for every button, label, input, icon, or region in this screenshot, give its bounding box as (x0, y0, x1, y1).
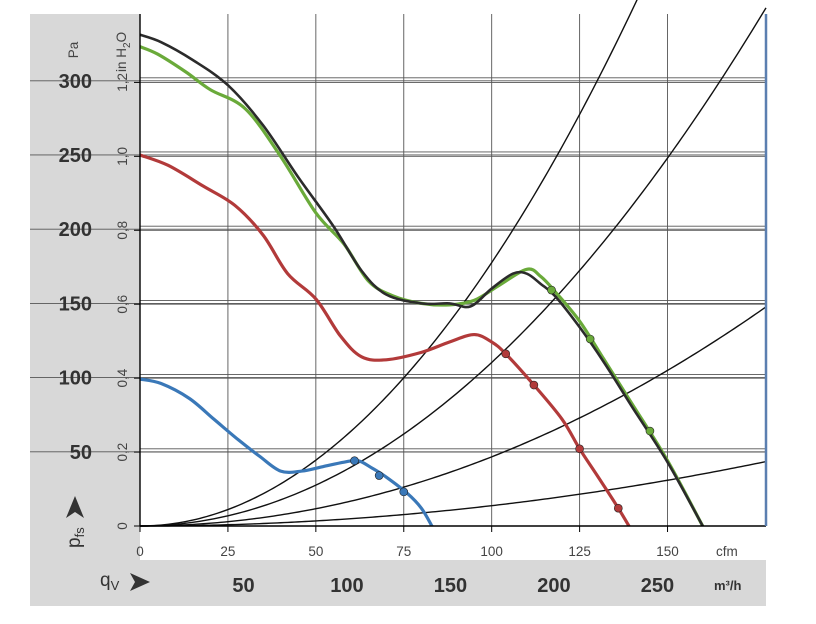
x-axis-symbol-main: q (100, 570, 111, 591)
operating-point-3-1 (501, 349, 511, 359)
y-axis-symbol-sub: fs (72, 527, 87, 538)
m3h-tick-label-4: 250 (641, 575, 674, 597)
pa-tick-label-4: 250 (59, 145, 92, 167)
operating-point-2-3 (645, 426, 655, 436)
pa-tick-label-1: 100 (59, 368, 92, 390)
cfm-tick-label-3: 75 (396, 544, 411, 559)
inh2o-tick-label-6: 1,2 (115, 73, 130, 92)
inh2o-tick-label-4: 0,8 (115, 221, 130, 240)
m3h-tick-label-1: 100 (330, 575, 363, 597)
cfm-tick-label-6: 150 (656, 544, 679, 559)
system-curves (139, 0, 767, 527)
cfm-tick-label-4: 100 (480, 544, 503, 559)
pa-tick-label-3: 200 (59, 219, 92, 241)
m3h-tick-label-3: 200 (537, 575, 570, 597)
x-axis-band (30, 560, 766, 606)
x-axis-arrow-icon (130, 573, 150, 591)
inh2o-tick-label-5: 1,0 (115, 147, 130, 166)
m3h-unit-label: m³/h (714, 578, 742, 593)
inh2o-tick-label-3: 0,6 (115, 295, 130, 314)
operating-point-4-1 (350, 456, 359, 466)
x-axis-symbol: qV (100, 570, 120, 593)
operating-points (350, 285, 655, 513)
y-axis-arrow-icon (66, 496, 84, 518)
plot-area (140, 14, 766, 526)
inh2o-tick-label-2: 0,4 (115, 368, 130, 387)
system-curve-4 (140, 460, 767, 527)
operating-point-2-2 (585, 334, 595, 344)
cfm-unit-label: cfm (716, 544, 738, 559)
system-curve-1 (139, 0, 638, 527)
m3h-tick-label-0: 50 (232, 575, 254, 597)
y-axis-symbol-main: p (64, 537, 85, 548)
pa-tick-label-5: 300 (59, 71, 92, 93)
axis-ticks: 0 25 50 75 100 125 150 50 100 150 200 250 50 100 150 20… (59, 71, 679, 597)
inh2o-unit-label: in H2O (114, 32, 133, 72)
m3h-tick-label-2: 150 (434, 575, 467, 597)
operating-point-4-2 (374, 471, 384, 480)
inh2o-unit-sub: 2 (122, 42, 133, 48)
cfm-tick-label-0: 0 (136, 544, 144, 559)
inh2o-tick-label-0: 0 (115, 522, 130, 530)
pa-unit-label: Pa (66, 41, 81, 58)
cfm-tick-label-5: 125 (568, 544, 591, 559)
operating-point-2-1 (547, 285, 556, 295)
operating-point-3-3 (575, 444, 584, 454)
pa-tick-label-0: 50 (70, 442, 92, 464)
pa-tick-label-2: 150 (59, 293, 92, 315)
series-curve-1 (140, 33, 704, 526)
x-axis-symbol-sub: V (111, 578, 120, 593)
cfm-tick-label-2: 50 (308, 544, 323, 559)
system-curve-2 (139, 7, 767, 527)
y-axis-band (30, 14, 140, 606)
operating-point-3-2 (529, 380, 539, 390)
inh2o-tick-label-1: 0,2 (115, 443, 130, 462)
series-curve-4 (140, 377, 434, 526)
inh2o-unit-tail: O (114, 32, 129, 43)
operating-point-4-3 (399, 487, 409, 497)
y-axis-symbol: pfs (64, 527, 87, 548)
system-curve-3 (139, 306, 767, 527)
inh2o-unit-main: in H (114, 48, 129, 72)
series-curve-3 (140, 153, 631, 526)
operating-point-3-4 (613, 503, 623, 513)
series-group (140, 33, 705, 526)
cfm-tick-label-1: 25 (220, 544, 235, 559)
